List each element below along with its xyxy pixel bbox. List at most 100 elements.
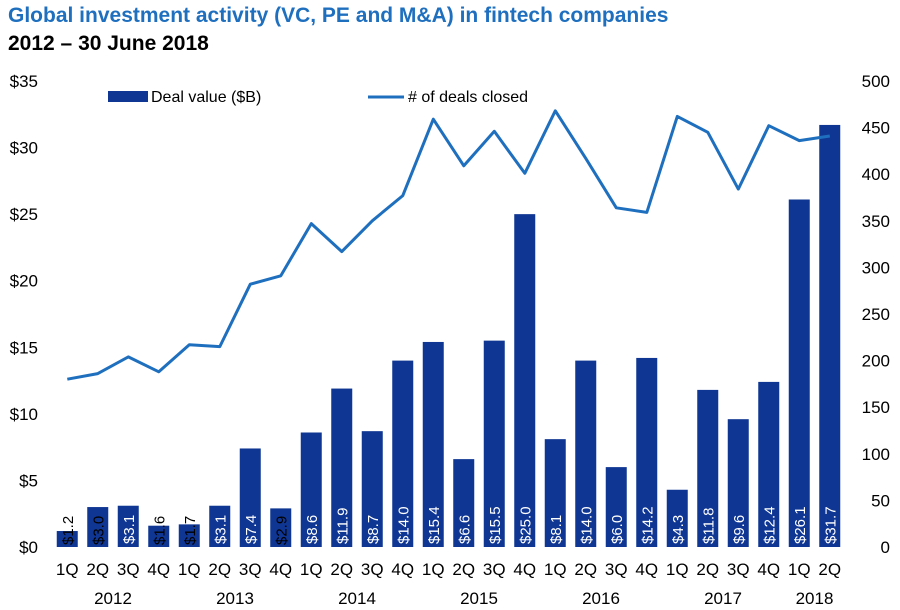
bar-data-label: $14.0 [395,506,412,544]
x-axis-year-label: 2017 [704,589,742,608]
bar [544,439,566,547]
bar-data-label: $1.2 [60,516,77,545]
bar-data-label: $14.2 [639,506,656,544]
bar-data-label: $8.7 [365,515,382,544]
bar [666,489,688,547]
x-axis-quarter-label: 1Q [666,560,689,579]
left-axis-tick-label: $25 [10,205,38,224]
bar-data-label: $11.8 [700,508,717,544]
x-axis-quarter-label: 3Q [117,560,140,579]
bar [422,341,444,547]
bar-data-label: $11.9 [334,508,351,544]
deals-line [67,109,831,381]
bar [575,360,597,547]
left-axis-tick-label: $10 [10,405,38,424]
left-axis-tick-label: $15 [10,338,38,357]
x-axis-quarter-label: 2Q [818,560,841,579]
x-axis-quarter-label: 2Q [574,560,597,579]
bar-data-label: $3.1 [212,515,229,544]
x-axis-quarter-label: 3Q [727,560,750,579]
legend-bar-label: Deal value ($B) [151,89,261,106]
legend: Deal value ($B) # of deals closed [108,89,528,106]
x-axis-quarter-label: 3Q [483,560,506,579]
bar-data-label: $3.1 [121,515,138,544]
bar [361,431,383,547]
bar [819,124,841,548]
bar-data-label: $31.7 [822,506,839,544]
bar-data-label: $9.6 [731,515,748,544]
bar-label-group: $1.2 $3.0 $3.1 $1.6 $1.7 $3.1 $7.4 $2.9 $8.6 $11.… [60,506,840,545]
right-axis-tick-label: 200 [862,352,890,371]
bar-data-label: $25.0 [517,506,534,544]
x-axis-quarter-label: 4Q [513,560,536,579]
x-axis-quarter-label: 1Q [300,560,323,579]
legend-line-label: # of deals closed [408,89,528,106]
right-axis-tick-label: 450 [862,119,890,138]
x-axis-quarter-label: 2Q [330,560,353,579]
bar [300,432,322,547]
bar-data-label: $15.4 [426,506,443,544]
right-axis-tick-label: 150 [862,398,890,417]
bar-data-label: $2.9 [273,516,290,545]
bar [178,524,200,547]
x-axis-quarter-label: 4Q [269,560,292,579]
bar [727,419,749,547]
bar [605,467,627,547]
bar-data-label: $7.4 [243,515,260,544]
left-axis-tick-label: $30 [10,139,38,158]
bar [209,505,231,547]
bar-data-label: $26.1 [792,506,809,544]
x-axis-year-label: 2013 [216,589,254,608]
x-axis-year-label: 2018 [796,589,834,608]
x-axis-quarter-label: 2Q [452,560,475,579]
right-axis-tick-label: 100 [862,445,890,464]
right-axis-tick-label: 50 [871,491,890,510]
x-axis-quarter-label: 1Q [56,560,79,579]
bar [87,507,109,547]
bar [697,389,719,547]
x-axis-quarter-label: 2Q [86,560,109,579]
bar [148,525,170,547]
x-axis-quarter-label: 1Q [422,560,445,579]
x-axis-year-label: 2015 [460,589,498,608]
bar [636,357,658,547]
bar [514,214,536,547]
x-axis-quarter-label: 1Q [178,560,201,579]
bar [117,505,139,547]
bar-data-label: $12.4 [761,506,778,544]
right-axis-tick-label: 500 [862,72,890,91]
legend-bar-swatch [108,91,148,102]
bar [331,388,353,547]
x-axis-year-label: 2016 [582,589,620,608]
x-axis-quarter-label: 4Q [147,560,170,579]
x-axis-quarter-label: 3Q [361,560,384,579]
right-axis-tick-label: 350 [862,212,890,231]
left-axis-tick-label: $35 [10,72,38,91]
bar [758,381,780,547]
bar-data-label: $8.1 [548,515,565,544]
right-axis: 0 50 100 150 200 250 300 350 400 450 500 [862,72,890,557]
bar [270,508,292,547]
x-axis-quarter-label: 4Q [757,560,780,579]
bar [56,531,78,547]
left-axis-tick-label: $20 [10,272,38,291]
chart-title: Global investment activity (VC, PE and M… [8,4,669,27]
left-axis-tick-label: $0 [19,538,38,557]
bar [453,459,475,547]
bar-data-label: $3.0 [90,516,107,545]
bar [483,340,505,547]
bar [392,360,414,547]
bar-data-label: $6.0 [609,515,626,544]
bar-data-label: $4.3 [670,515,687,544]
bar-data-label: $6.6 [456,515,473,544]
x-axis-quarter-label: 1Q [544,560,567,579]
x-axis: 1Q 2Q 3Q 4Q 1Q 2Q 3Q 4Q 1Q 2Q 3Q 4Q 1Q 2Q 3Q 4Q 1Q 2Q 3Q 4Q… [56,560,841,608]
x-axis-quarter-label: 1Q [788,560,811,579]
bar [239,448,261,547]
x-axis-quarter-label: 3Q [239,560,262,579]
left-axis-tick-label: $5 [19,471,38,490]
x-axis-year-label: 2014 [338,589,376,608]
x-axis-quarter-label: 2Q [696,560,719,579]
line-series [67,109,831,381]
